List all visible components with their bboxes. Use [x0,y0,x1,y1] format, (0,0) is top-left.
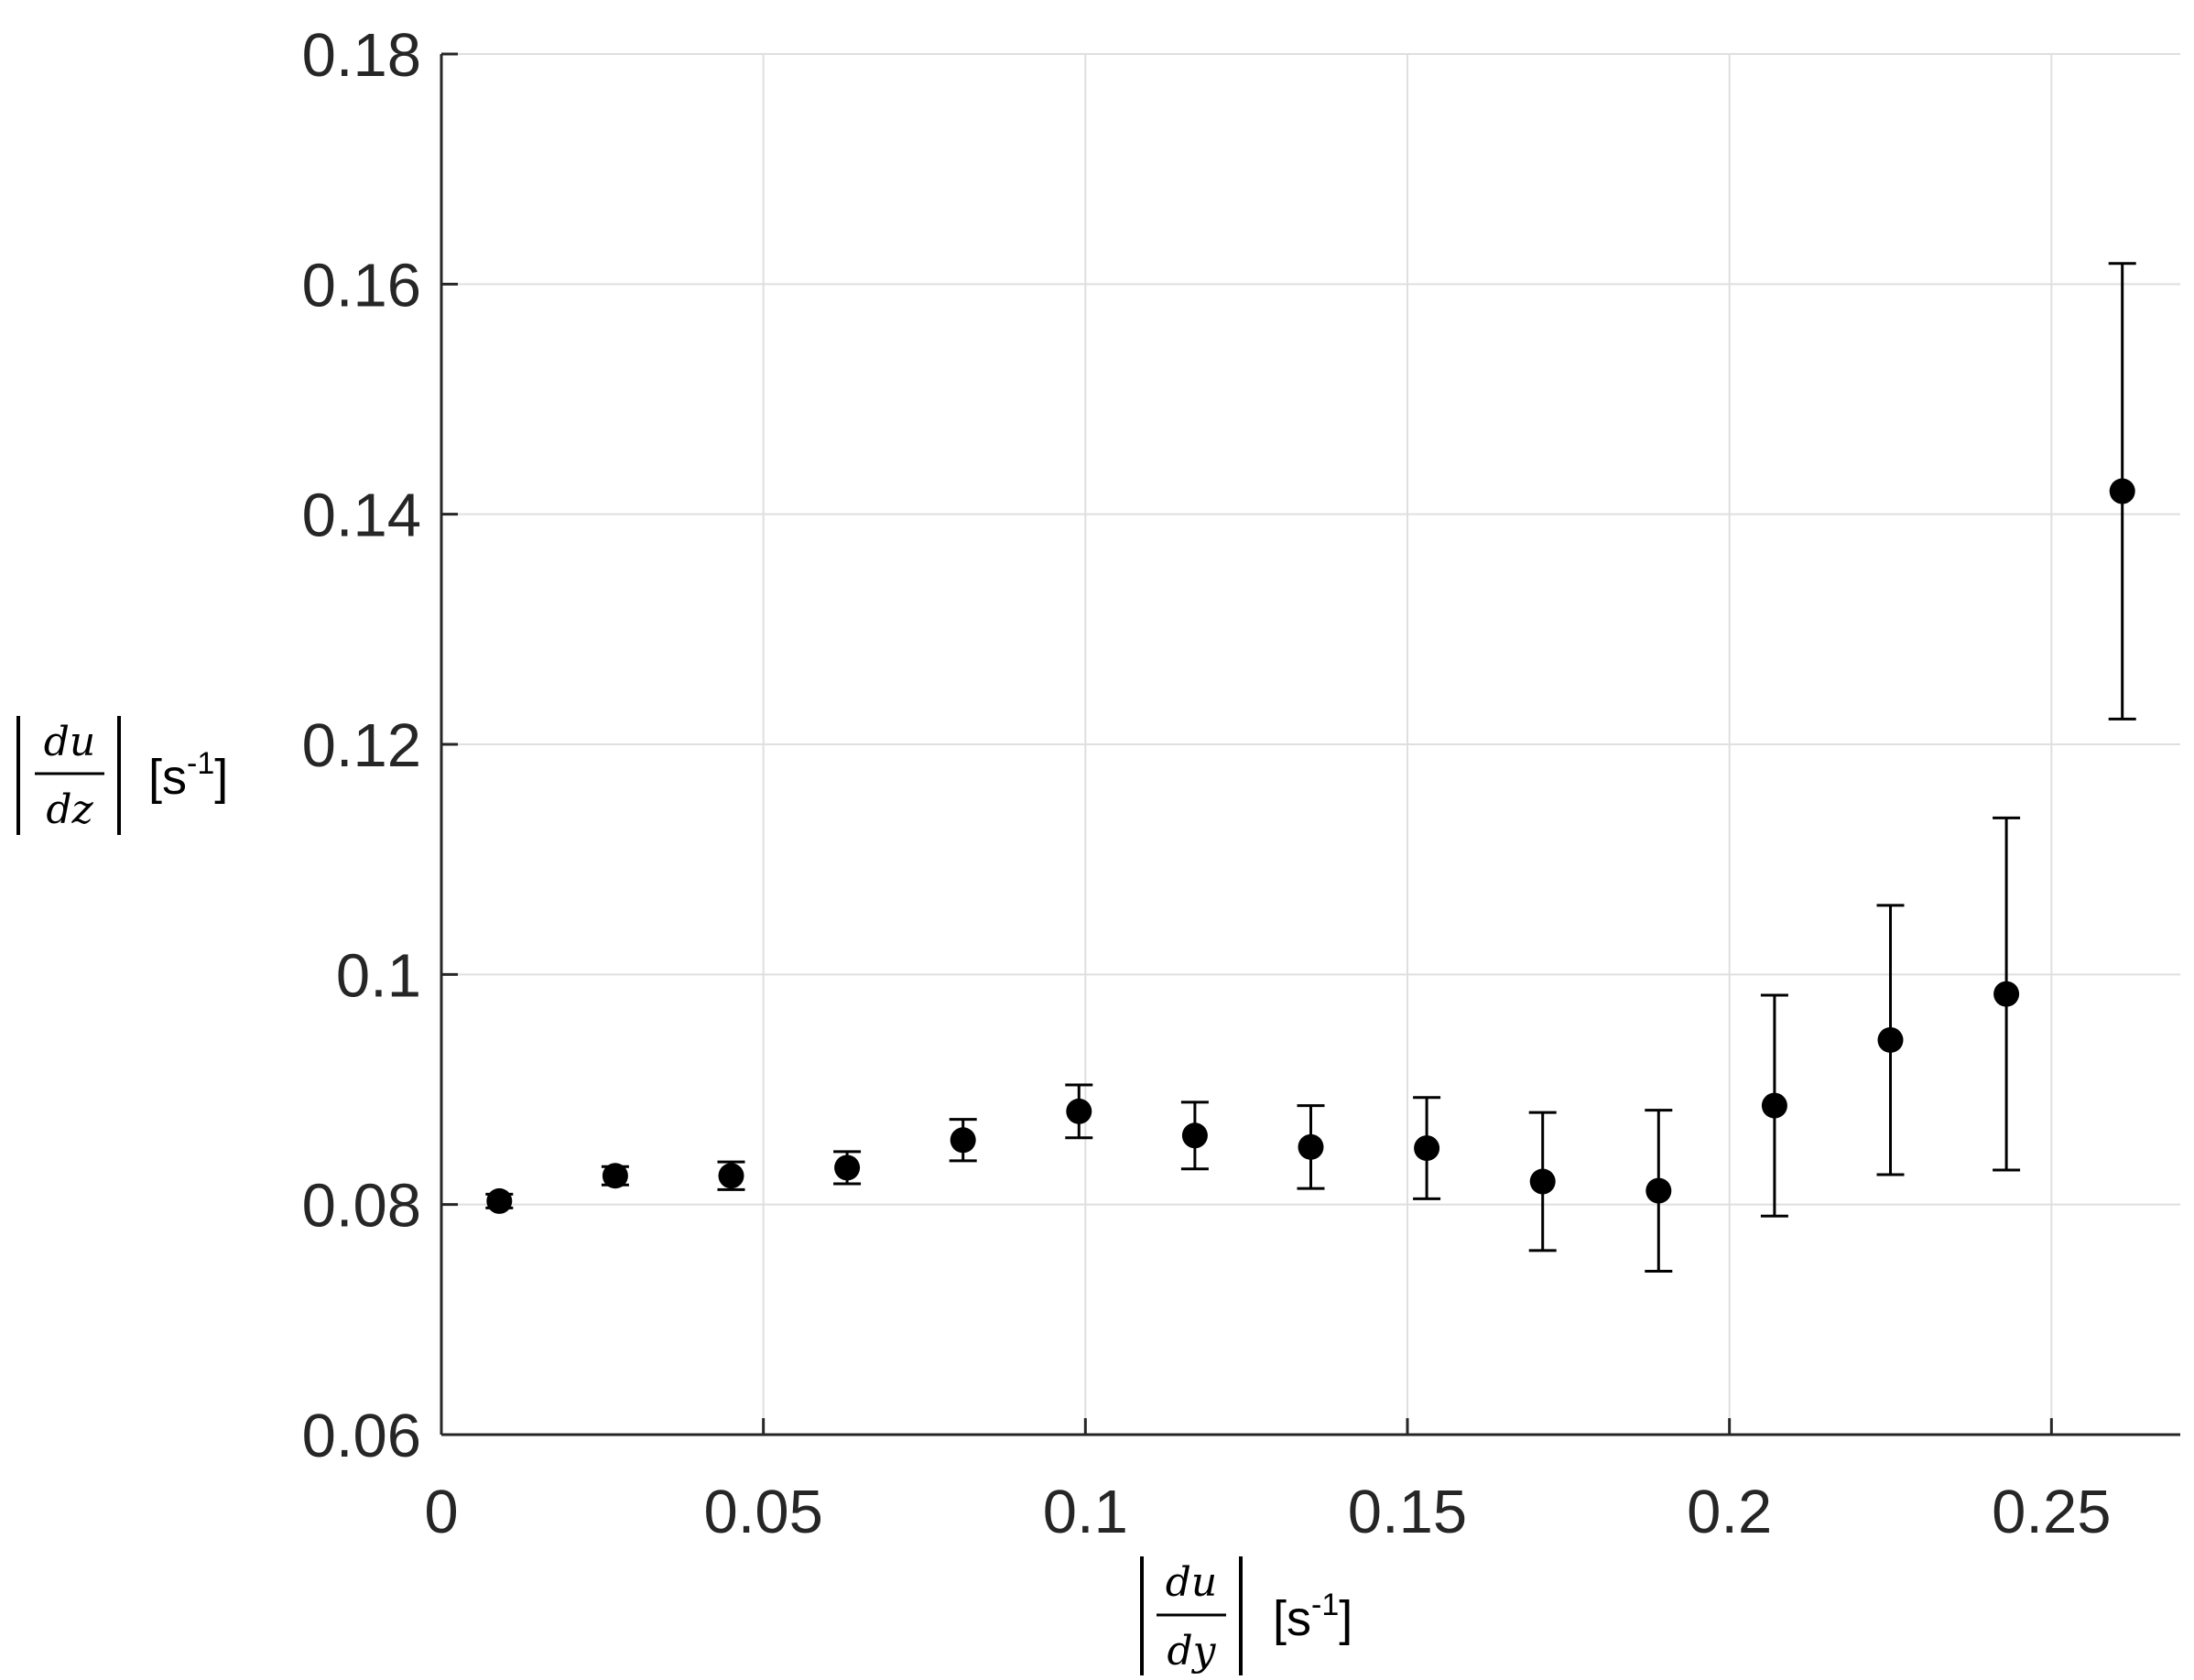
x-label-unit-exponent: -1 [1311,1588,1339,1622]
data-point-group [1876,904,1905,1176]
x-label-numerator: du [1166,1559,1218,1606]
x-tick-label: 0.05 [703,1478,822,1546]
y-tick-label: 0.06 [302,1402,421,1470]
x-label-unit: [s-1] [1273,1588,1352,1646]
y-label-unit-exponent: -1 [187,746,214,781]
y-axis-label: du dz [s-1] [16,716,228,835]
y-tick-label: 0.12 [302,711,421,780]
x-tick-label: 0.2 [1687,1478,1772,1546]
data-point-group [485,1187,514,1214]
data-point [834,1154,861,1181]
x-axis-ticks: 0 0.05 0.1 0.15 0.2 0.25 [424,1418,2112,1546]
x-tick-label: 0.1 [1043,1478,1128,1546]
y-label-unit-close: ] [214,750,228,805]
grid-lines [441,53,2180,1435]
data-point-group [601,1163,629,1189]
data-point [950,1127,976,1154]
data-point-group [949,1118,977,1163]
data-point [1181,1122,1208,1149]
x-axis-label: du dy [s-1] [1140,1556,1352,1675]
data-point [1646,1177,1672,1204]
data-point [2109,478,2135,504]
data-point-group [1065,1083,1093,1140]
y-tick-label: 0.14 [302,482,421,550]
data-point-group [833,1150,862,1186]
data-point-group [2108,262,2136,721]
data-point [1761,1092,1787,1119]
data-point [602,1163,628,1189]
y-tick-label: 0.08 [302,1172,421,1241]
data-point [718,1163,744,1189]
data-point [486,1187,513,1214]
data-point [1529,1168,1556,1195]
data-point [1877,1026,1904,1053]
data-point [1414,1135,1440,1162]
data-point-group [717,1160,745,1191]
y-axis-ticks: 0.06 0.08 0.1 0.12 0.14 0.16 0.18 [302,21,458,1470]
y-label-denominator: dz [46,786,93,833]
y-label-unit-base: [s [148,750,187,805]
data-point-group [1413,1096,1441,1200]
x-label-unit-close: ] [1339,1591,1352,1646]
y-label-unit: [s-1] [148,746,228,805]
x-label-denominator: dy [1167,1628,1216,1675]
data-point-group [1297,1104,1325,1190]
y-tick-label: 0.1 [336,941,421,1010]
data-series [485,262,2136,1274]
y-label-numerator: du [44,719,96,765]
x-tick-label: 0.25 [1992,1478,2111,1546]
x-tick-label: 0 [424,1478,458,1546]
data-point-group [1993,816,2021,1172]
x-tick-label: 0.15 [1348,1478,1467,1546]
x-label-unit-base: [s [1273,1591,1311,1646]
data-point-group [1645,1109,1673,1274]
data-point-group [1760,993,1788,1218]
data-point-group [1180,1100,1209,1171]
data-point [1066,1098,1092,1124]
data-point-group [1528,1111,1557,1252]
data-point [1993,981,2020,1007]
data-point [1298,1133,1324,1160]
y-tick-label: 0.18 [302,21,421,90]
y-tick-label: 0.16 [302,251,421,320]
